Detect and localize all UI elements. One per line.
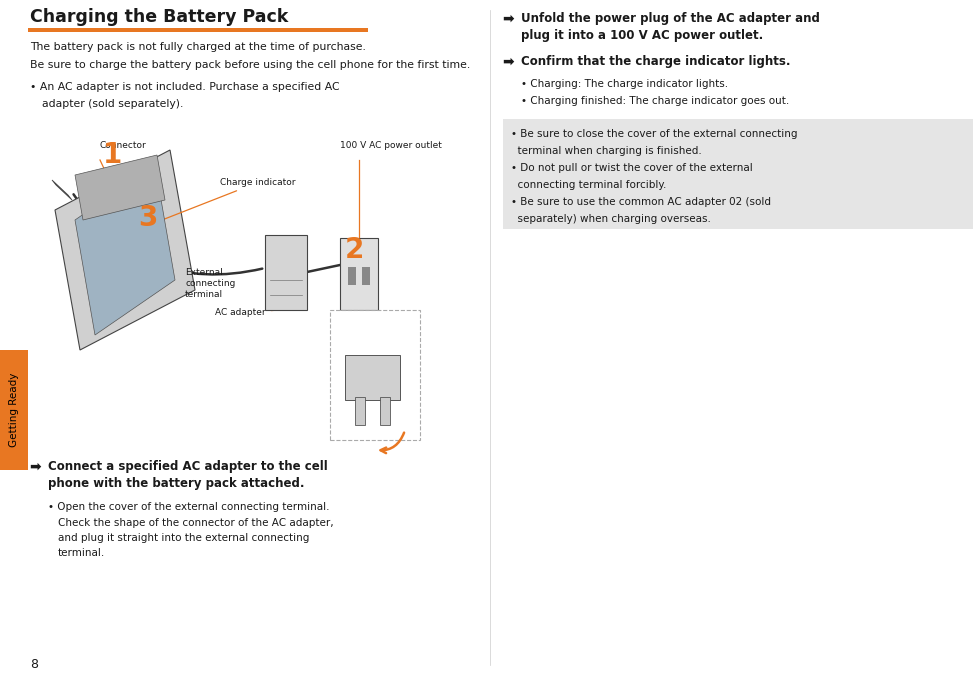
Bar bbox=[265, 235, 307, 310]
Text: 1: 1 bbox=[103, 141, 121, 169]
Bar bbox=[0, 350, 28, 470]
Polygon shape bbox=[52, 180, 72, 200]
Text: • An AC adapter is not included. Purchase a specified AC: • An AC adapter is not included. Purchas… bbox=[30, 82, 340, 92]
FancyArrowPatch shape bbox=[381, 433, 404, 453]
Text: Getting Ready: Getting Ready bbox=[9, 373, 19, 448]
Polygon shape bbox=[55, 150, 195, 350]
Text: Charge indicator: Charge indicator bbox=[164, 178, 295, 219]
Bar bbox=[28, 0, 488, 30]
Text: Unfold the power plug of the AC adapter and: Unfold the power plug of the AC adapter … bbox=[521, 12, 820, 25]
Text: plug it into a 100 V AC power outlet.: plug it into a 100 V AC power outlet. bbox=[521, 29, 763, 42]
Text: Confirm that the charge indicator lights.: Confirm that the charge indicator lights… bbox=[521, 55, 790, 68]
Text: connecting terminal forcibly.: connecting terminal forcibly. bbox=[511, 180, 666, 190]
Text: • Open the cover of the external connecting terminal.: • Open the cover of the external connect… bbox=[48, 502, 329, 512]
Text: • Charging finished: The charge indicator goes out.: • Charging finished: The charge indicato… bbox=[521, 96, 789, 106]
Text: Charging the Battery Pack: Charging the Battery Pack bbox=[30, 8, 288, 26]
Text: Connector: Connector bbox=[100, 141, 147, 150]
Polygon shape bbox=[75, 165, 175, 335]
Text: • Be sure to close the cover of the external connecting: • Be sure to close the cover of the exte… bbox=[511, 129, 797, 139]
Text: 2: 2 bbox=[344, 236, 363, 264]
Bar bbox=[345, 355, 400, 400]
Text: Be sure to charge the battery pack before using the cell phone for the first tim: Be sure to charge the battery pack befor… bbox=[30, 60, 470, 70]
Bar bbox=[355, 397, 365, 425]
Text: phone with the battery pack attached.: phone with the battery pack attached. bbox=[48, 477, 305, 490]
Text: Connect a specified AC adapter to the cell: Connect a specified AC adapter to the ce… bbox=[48, 460, 327, 473]
Bar bbox=[330, 310, 420, 440]
Text: terminal when charging is finished.: terminal when charging is finished. bbox=[511, 146, 701, 156]
Text: terminal.: terminal. bbox=[58, 548, 106, 558]
Bar bbox=[340, 238, 378, 310]
Bar bbox=[28, 28, 368, 32]
Text: separately) when charging overseas.: separately) when charging overseas. bbox=[511, 214, 711, 224]
Bar bbox=[362, 267, 370, 285]
Text: The battery pack is not fully charged at the time of purchase.: The battery pack is not fully charged at… bbox=[30, 42, 365, 52]
Text: • Do not pull or twist the cover of the external: • Do not pull or twist the cover of the … bbox=[511, 163, 752, 173]
Text: • Be sure to use the common AC adapter 02 (sold: • Be sure to use the common AC adapter 0… bbox=[511, 197, 771, 207]
Text: • Charging: The charge indicator lights.: • Charging: The charge indicator lights. bbox=[521, 79, 728, 89]
Text: External
connecting
terminal: External connecting terminal bbox=[185, 268, 235, 299]
Text: and plug it straight into the external connecting: and plug it straight into the external c… bbox=[58, 533, 310, 543]
Bar bbox=[348, 267, 356, 285]
Text: 100 V AC power outlet: 100 V AC power outlet bbox=[340, 141, 442, 150]
Text: Check the shape of the connector of the AC adapter,: Check the shape of the connector of the … bbox=[58, 518, 333, 528]
Text: ➡: ➡ bbox=[503, 55, 520, 69]
Bar bbox=[503, 119, 973, 229]
Text: adapter (sold separately).: adapter (sold separately). bbox=[42, 99, 184, 109]
Text: 8: 8 bbox=[30, 658, 38, 671]
Text: 3: 3 bbox=[139, 204, 157, 232]
Polygon shape bbox=[75, 155, 165, 220]
Bar bbox=[380, 397, 390, 425]
Text: ➡: ➡ bbox=[503, 12, 520, 26]
Text: AC adapter: AC adapter bbox=[215, 308, 277, 317]
FancyArrowPatch shape bbox=[73, 194, 262, 275]
Text: ➡: ➡ bbox=[30, 460, 47, 474]
